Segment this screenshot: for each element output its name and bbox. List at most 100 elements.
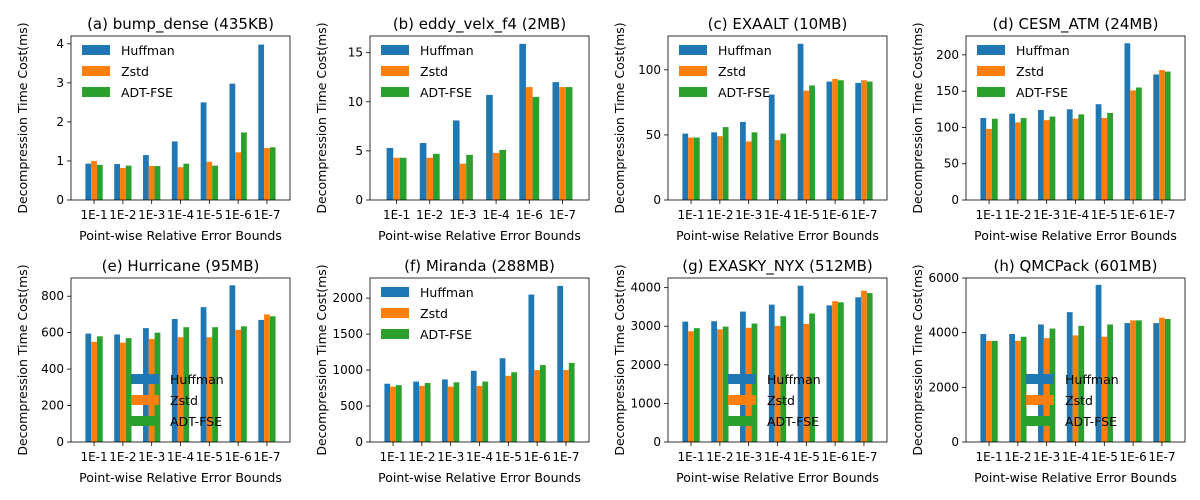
bar-huffman-1E-5 xyxy=(1095,104,1102,200)
chart-panel-7: (g) EXASKY_NYX (512MB) Decompression Time… xyxy=(612,257,888,485)
y-tick-label: 500 xyxy=(340,399,363,413)
bar-adt-fse-1E-2 xyxy=(424,383,431,442)
bar-huffman-1E-4 xyxy=(768,94,775,200)
bar-huffman-1E-6 xyxy=(528,294,535,442)
bar-zstd-1E-1 xyxy=(986,340,992,442)
legend-swatch-zstd xyxy=(131,395,159,405)
x-tick-label: 1E-3 xyxy=(735,450,762,464)
x-tick-label: 1E-6 xyxy=(1120,450,1147,464)
x-tick-label: 1E-1 xyxy=(80,450,107,464)
bar-zstd-1E-1 xyxy=(393,157,400,200)
bar-adt-fse-1E-6 xyxy=(838,80,844,200)
x-tick-label: 1E-2 xyxy=(1004,208,1031,222)
bar-huffman-1E-6 xyxy=(519,43,526,200)
plot-frame xyxy=(667,277,888,443)
plot-frame xyxy=(965,35,1186,201)
bar-huffman-1E-5 xyxy=(1095,284,1102,442)
legend-swatch-huffman xyxy=(82,45,110,55)
bar-adt-fse-1E-3 xyxy=(466,154,473,200)
bar-adt-fse-1E-5 xyxy=(212,165,218,200)
plot-frame xyxy=(70,277,291,443)
chart-title: (g) EXASKY_NYX (512MB) xyxy=(682,257,873,276)
x-tick-label: 1E-2 xyxy=(1004,450,1031,464)
x-tick-label: 1E-1 xyxy=(379,450,406,464)
bar-huffman-1E-2 xyxy=(711,132,717,200)
x-tick-label: 1E-4 xyxy=(1062,208,1089,222)
bar-adt-fse-1E-6 xyxy=(532,96,540,200)
y-tick-label: 4000 xyxy=(630,281,661,295)
chart-panel-4: (d) CESM_ATM (24MB) Decompression Time Co… xyxy=(910,15,1186,243)
y-tick-label: 4000 xyxy=(928,326,959,340)
bar-huffman-1E-6 xyxy=(229,83,236,200)
bar-zstd-1E-4 xyxy=(476,385,483,442)
x-tick-label: 1E-4 xyxy=(167,208,194,222)
bar-huffman-1E-3 xyxy=(442,379,448,442)
x-tick-label: 1E-7 xyxy=(1148,208,1175,222)
bar-zstd-1E-5 xyxy=(803,323,810,442)
x-axis-label: Point-wise Relative Error Bounds xyxy=(79,228,282,243)
bar-huffman-1E-1 xyxy=(980,118,987,200)
y-tick-label: 0 xyxy=(951,193,959,207)
y-axis-label: Decompression Time Cost(ms) xyxy=(314,264,329,455)
legend-label-zstd: Zstd xyxy=(718,64,746,79)
bar-zstd-1E-3 xyxy=(447,386,454,442)
x-axis-label: Point-wise Relative Error Bounds xyxy=(378,228,581,243)
y-tick-label: 100 xyxy=(936,120,959,134)
bar-huffman-1E-5 xyxy=(200,102,207,200)
legend-label-huffman: Huffman xyxy=(718,43,772,58)
bar-zstd-1E-3 xyxy=(148,339,155,442)
legend-label-huffman: Huffman xyxy=(121,43,175,58)
legend-swatch-zstd xyxy=(381,66,409,76)
bar-zstd-1E-6 xyxy=(525,87,533,200)
bar-zstd-1E-2 xyxy=(716,329,723,442)
legend: Huffman Zstd ADT-FSE xyxy=(82,43,175,100)
x-tick-label: 1E-3 xyxy=(437,450,464,464)
legend-label-zstd: Zstd xyxy=(1016,64,1044,79)
bar-adt-fse-1E-6 xyxy=(241,132,247,200)
x-tick-label: 1E-1 xyxy=(975,208,1002,222)
legend-label-adt-fse: ADT-FSE xyxy=(718,85,770,100)
bar-adt-fse-1E-1 xyxy=(96,164,103,200)
y-tick-label: 2 xyxy=(56,115,64,129)
legend-label-zstd: Zstd xyxy=(1065,393,1093,408)
bar-huffman-1E-2 xyxy=(1009,334,1015,442)
bar-adt-fse-1E-5 xyxy=(212,327,218,442)
chart-title: (e) Hurricane (95MB) xyxy=(102,257,260,275)
y-tick-label: 0 xyxy=(56,435,64,449)
x-tick-label: 1E-6 xyxy=(1120,208,1147,222)
x-axis-label: Point-wise Relative Error Bounds xyxy=(974,470,1177,485)
x-tick-label: 1E-1 xyxy=(677,450,704,464)
bar-huffman-1E-4 xyxy=(171,141,178,200)
y-axis-label: Decompression Time Cost(ms) xyxy=(910,22,925,213)
y-tick-label: 1000 xyxy=(630,396,661,410)
bar-huffman-1E-4 xyxy=(1066,312,1073,442)
x-tick-label: 1E-7 xyxy=(1148,450,1175,464)
x-tick-label: 1E-2 xyxy=(109,208,136,222)
bar-zstd-1E-5 xyxy=(206,337,213,442)
bar-zstd-1E-5 xyxy=(206,161,213,200)
bar-huffman-1E-6 xyxy=(826,305,833,442)
legend-label-adt-fse: ADT-FSE xyxy=(420,327,472,342)
bar-huffman-1E-2 xyxy=(711,321,717,442)
bar-huffman-1E-7 xyxy=(855,82,862,200)
bar-adt-fse-1E-3 xyxy=(1049,328,1056,442)
bar-zstd-1E-2 xyxy=(1014,122,1021,200)
bar-adt-fse-1E-4 xyxy=(1078,114,1085,200)
y-tick-label: 4 xyxy=(56,37,64,51)
x-tick-label: 1E-2 xyxy=(706,208,733,222)
bar-huffman-1E-5 xyxy=(797,285,804,442)
bar-zstd-1E-7 xyxy=(1159,317,1165,442)
bar-huffman-1E-4 xyxy=(171,319,178,442)
y-axis-label: Decompression Time Cost(ms) xyxy=(15,264,30,455)
x-tick-label: 1E-3 xyxy=(138,208,165,222)
bar-huffman-1E-1 xyxy=(384,383,391,442)
legend-swatch-huffman xyxy=(381,45,409,55)
chart-title: (d) CESM_ATM (24MB) xyxy=(993,15,1159,34)
bar-adt-fse-1E-1 xyxy=(399,157,407,200)
bar-zstd-1E-4 xyxy=(1072,335,1079,442)
x-tick-label: 1E-3 xyxy=(138,450,165,464)
legend-swatch-adt-fse xyxy=(381,87,409,97)
bar-huffman-1E-6 xyxy=(1124,43,1131,200)
bar-adt-fse-1E-4 xyxy=(499,149,507,200)
bar-adt-fse-1E-2 xyxy=(722,127,729,200)
